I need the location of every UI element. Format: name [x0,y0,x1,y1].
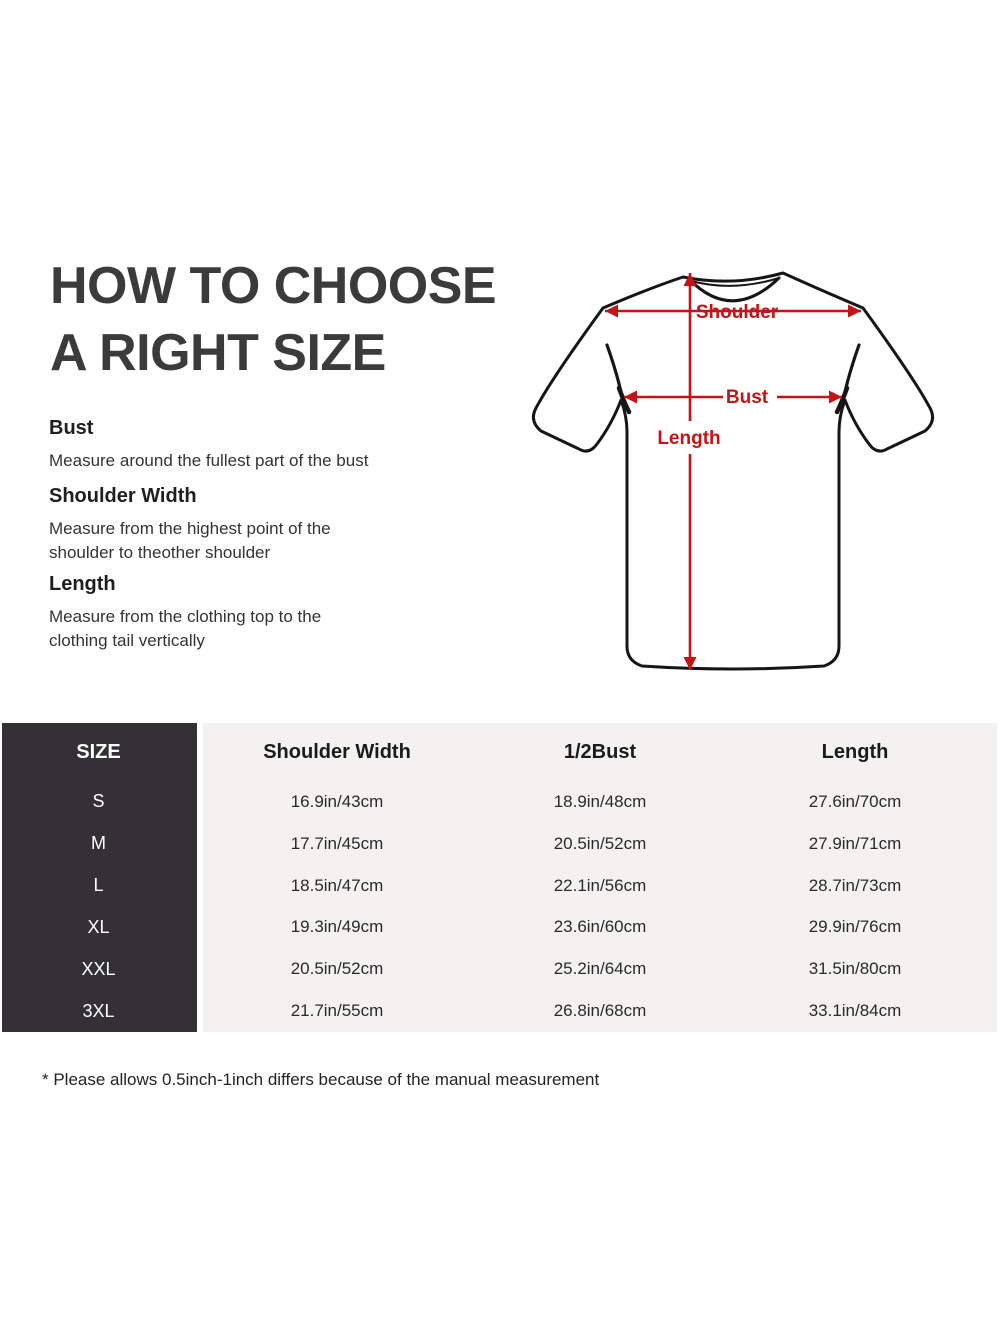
header-shoulder-width: Shoulder Width [263,740,411,763]
length-value: 33.1in/84cm [808,1001,902,1021]
length-measure-arrow [683,273,697,670]
right-armpit-shadow [834,385,850,415]
page-title-line-1: HOW TO CHOOSE [50,257,497,315]
header-half-bust: 1/2Bust [563,740,637,763]
size-label: XL [87,916,110,937]
length-value: 27.6in/70cm [808,791,902,811]
shoulder-value: 16.9in/43cm [290,791,384,811]
bust-measure-arrow [624,390,842,404]
instruction-bust: Bust Measure around the fullest part of … [49,417,449,473]
table-row-s: S 16.9in/43cm 18.9in/48cm 27.6in/70cm [0,781,1000,823]
table-row-3xl: 3XL 21.7in/55cm 26.8in/68cm 33.1in/84cm [0,990,1000,1032]
table-row-xxl: XXL 20.5in/52cm 25.2in/64cm 31.5in/80cm [0,948,1000,990]
instruction-bust-heading: Bust [49,417,94,439]
size-table-header-row: SIZE Shoulder Width 1/2Bust Length [0,723,1000,781]
bust-arrow-label: Bust [726,387,769,408]
shoulder-value: 18.5in/47cm [290,875,384,895]
shoulder-measure-arrow [605,304,861,318]
size-label: S [92,791,105,812]
shoulder-value: 20.5in/52cm [290,959,384,979]
shoulder-value: 17.7in/45cm [290,833,384,853]
bust-value: 20.5in/52cm [553,833,647,853]
size-label: M [91,833,106,854]
header-size: SIZE [76,740,121,763]
size-table-grid: SIZE Shoulder Width 1/2Bust Length S 16.… [0,723,1000,1032]
length-arrow-label: Length [657,428,720,449]
table-row-xl: XL 19.3in/49cm 23.6in/60cm 29.9in/76cm [0,906,1000,948]
instruction-shoulder-text-line-2: shoulder to theother shoulder [49,543,271,562]
size-label: L [93,875,104,896]
instruction-shoulder-text-line-1: Measure from the highest point of the [49,519,331,538]
bust-value: 25.2in/64cm [553,959,647,979]
page-title: HOW TO CHOOSE A RIGHT SIZE [50,253,520,387]
collar-seam [690,277,780,287]
instruction-length-heading: Length [49,573,116,595]
shoulder-arrow-label: Shoulder [696,302,779,323]
instruction-length: Length Measure from the clothing top to … [49,573,449,653]
length-value: 28.7in/73cm [808,875,902,895]
instruction-bust-text: Measure around the fullest part of the b… [49,451,369,470]
size-column-background [2,723,197,1032]
header-length: Length [821,740,889,763]
tshirt-outline [531,271,935,671]
table-row-m: M 17.7in/45cm 20.5in/52cm 27.9in/71cm [0,823,1000,865]
length-value: 27.9in/71cm [808,833,902,853]
collar-front-neckline [689,276,781,303]
page-title-line-2: A RIGHT SIZE [50,324,386,382]
measurement-footnote: * Please allows 0.5inch-1inch differs be… [42,1070,600,1089]
tshirt-measurement-diagram: Shoulder Bust Length [531,271,935,671]
length-value: 29.9in/76cm [808,917,902,937]
size-label: XXL [81,958,116,979]
instruction-shoulder-width: Shoulder Width Measure from the highest … [49,485,449,565]
shoulder-value: 21.7in/55cm [290,1001,384,1021]
shoulder-value: 19.3in/49cm [290,917,384,937]
length-value: 31.5in/80cm [808,959,902,979]
left-armpit-shadow [616,385,632,415]
size-table: SIZE Shoulder Width 1/2Bust Length S 16.… [0,723,1000,1032]
size-label: 3XL [82,1000,115,1021]
bust-value: 22.1in/56cm [553,875,647,895]
table-panel-background [203,723,997,1032]
bust-value: 26.8in/68cm [553,1001,647,1021]
instruction-shoulder-heading: Shoulder Width [49,485,197,507]
table-row-l: L 18.5in/47cm 22.1in/56cm 28.7in/73cm [0,865,1000,907]
bust-value: 18.9in/48cm [553,791,647,811]
instruction-length-text-line-1: Measure from the clothing top to the [49,607,322,626]
bust-value: 23.6in/60cm [553,917,647,937]
instruction-length-text-line-2: clothing tail vertically [49,631,205,650]
